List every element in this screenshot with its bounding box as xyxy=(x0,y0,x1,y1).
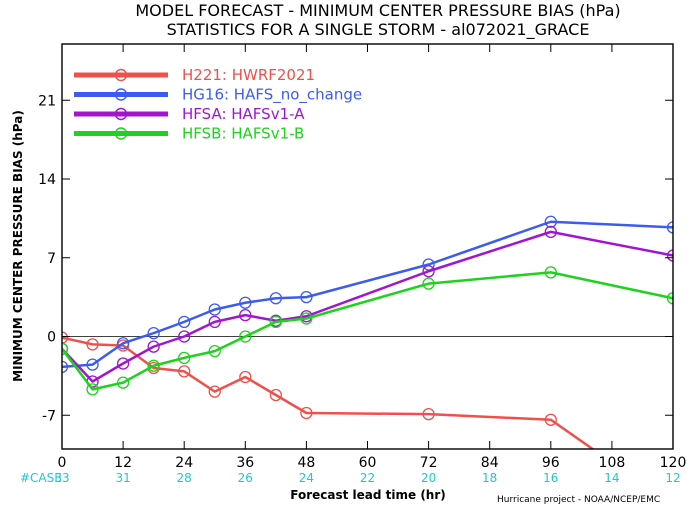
x-tick-label: 12 xyxy=(114,455,132,471)
case-count: 18 xyxy=(482,471,497,485)
case-count: 33 xyxy=(54,471,69,485)
data-point xyxy=(269,292,283,305)
x-tick-label: 84 xyxy=(481,455,499,471)
data-point xyxy=(208,315,221,329)
data-point xyxy=(178,351,191,365)
case-count: 24 xyxy=(299,471,314,485)
case-counts: 33 31 28 26 24 22 20 18 16 14 12 xyxy=(54,471,680,485)
data-point xyxy=(116,357,130,370)
legend-label: HFSA: HAFSv1-A xyxy=(182,105,305,123)
case-count: 26 xyxy=(238,471,253,485)
chart-title-line2: STATISTICS FOR A SINGLE STORM - al072021… xyxy=(167,20,590,40)
x-tick-label: 48 xyxy=(297,455,315,471)
data-point xyxy=(86,383,99,396)
data-point xyxy=(300,406,313,420)
case-count: 22 xyxy=(360,471,375,485)
data-point xyxy=(62,331,69,344)
case-count: 16 xyxy=(543,471,558,485)
credit-text: Hurricane project - NOAA/NCEP/EMC xyxy=(497,495,660,505)
data-point xyxy=(269,388,283,402)
legend-label: HFSB: HAFSv1-B xyxy=(182,125,304,143)
data-point xyxy=(422,407,435,421)
data-point xyxy=(239,296,252,309)
data-point xyxy=(544,215,557,228)
legend-marker xyxy=(114,68,128,82)
case-count: 14 xyxy=(604,471,619,485)
series-line xyxy=(62,220,673,369)
series-group xyxy=(62,215,679,506)
y-tick-label: 21 xyxy=(38,93,56,109)
data-point xyxy=(208,344,221,358)
y-tick-label: 14 xyxy=(38,172,56,188)
legend-marker xyxy=(114,88,128,101)
data-point xyxy=(666,249,673,262)
x-tick-label: 120 xyxy=(660,455,687,471)
data-point xyxy=(147,359,160,372)
data-point xyxy=(422,265,435,278)
data-point xyxy=(62,342,69,356)
data-point xyxy=(208,303,221,316)
data-point xyxy=(86,338,99,351)
series-line xyxy=(62,230,673,383)
data-point xyxy=(147,340,160,353)
data-point xyxy=(147,326,160,340)
x-tick-label: 108 xyxy=(599,455,626,471)
plot-frame xyxy=(61,43,674,450)
data-point xyxy=(116,337,130,350)
x-tick-label: 36 xyxy=(236,455,254,471)
x-tick-label: 0 xyxy=(58,455,67,471)
data-point xyxy=(422,277,435,290)
chart-title-line1: MODEL FORECAST - MINIMUM CENTER PRESSURE… xyxy=(135,1,620,20)
data-point xyxy=(178,330,191,343)
case-count: 28 xyxy=(177,471,192,485)
legend-marker xyxy=(114,127,128,140)
y-axis-ticks: -7 0 7 14 21 xyxy=(38,93,673,424)
x-axis-label: Forecast lead time (hr) xyxy=(290,488,446,502)
data-point xyxy=(666,221,673,234)
x-tick-label: 60 xyxy=(359,455,377,471)
data-point xyxy=(668,500,679,506)
data-point xyxy=(62,360,69,374)
y-tick-label: 0 xyxy=(47,330,56,346)
data-point xyxy=(544,266,557,279)
legend: H221: HWRF2021 HG16: HAFS_no_changeHFSA: … xyxy=(74,66,362,143)
data-point xyxy=(544,225,557,239)
y-tick-label: 7 xyxy=(47,251,56,267)
data-point xyxy=(666,292,673,305)
case-count: 20 xyxy=(421,471,436,485)
case-label: #CASE xyxy=(20,471,62,485)
data-point xyxy=(269,315,283,329)
x-axis-ticks: 0 12 24 36 48 60 72 84 96 108 120 xyxy=(58,44,687,471)
y-axis-label: MINIMUM CENTER PRESSURE BIAS (hPa) xyxy=(11,110,25,382)
data-point xyxy=(239,330,252,343)
x-tick-label: 24 xyxy=(175,455,193,471)
x-tick-label: 96 xyxy=(542,455,560,471)
data-point xyxy=(239,308,252,322)
data-point xyxy=(239,370,252,384)
legend-label: H221: HWRF2021 xyxy=(182,66,315,84)
data-point xyxy=(86,358,99,371)
data-point xyxy=(544,413,557,426)
data-point xyxy=(178,365,191,378)
case-count: 31 xyxy=(115,471,130,485)
case-count: 12 xyxy=(665,471,680,485)
data-point xyxy=(116,376,130,389)
data-point xyxy=(300,312,313,325)
data-point xyxy=(208,385,221,398)
data-point xyxy=(300,290,313,304)
legend-label: HG16: HAFS_no_change xyxy=(182,86,362,105)
x-tick-label: 72 xyxy=(420,455,438,471)
y-tick-label: -7 xyxy=(42,408,56,424)
data-point xyxy=(178,315,191,329)
legend-marker xyxy=(114,107,128,121)
